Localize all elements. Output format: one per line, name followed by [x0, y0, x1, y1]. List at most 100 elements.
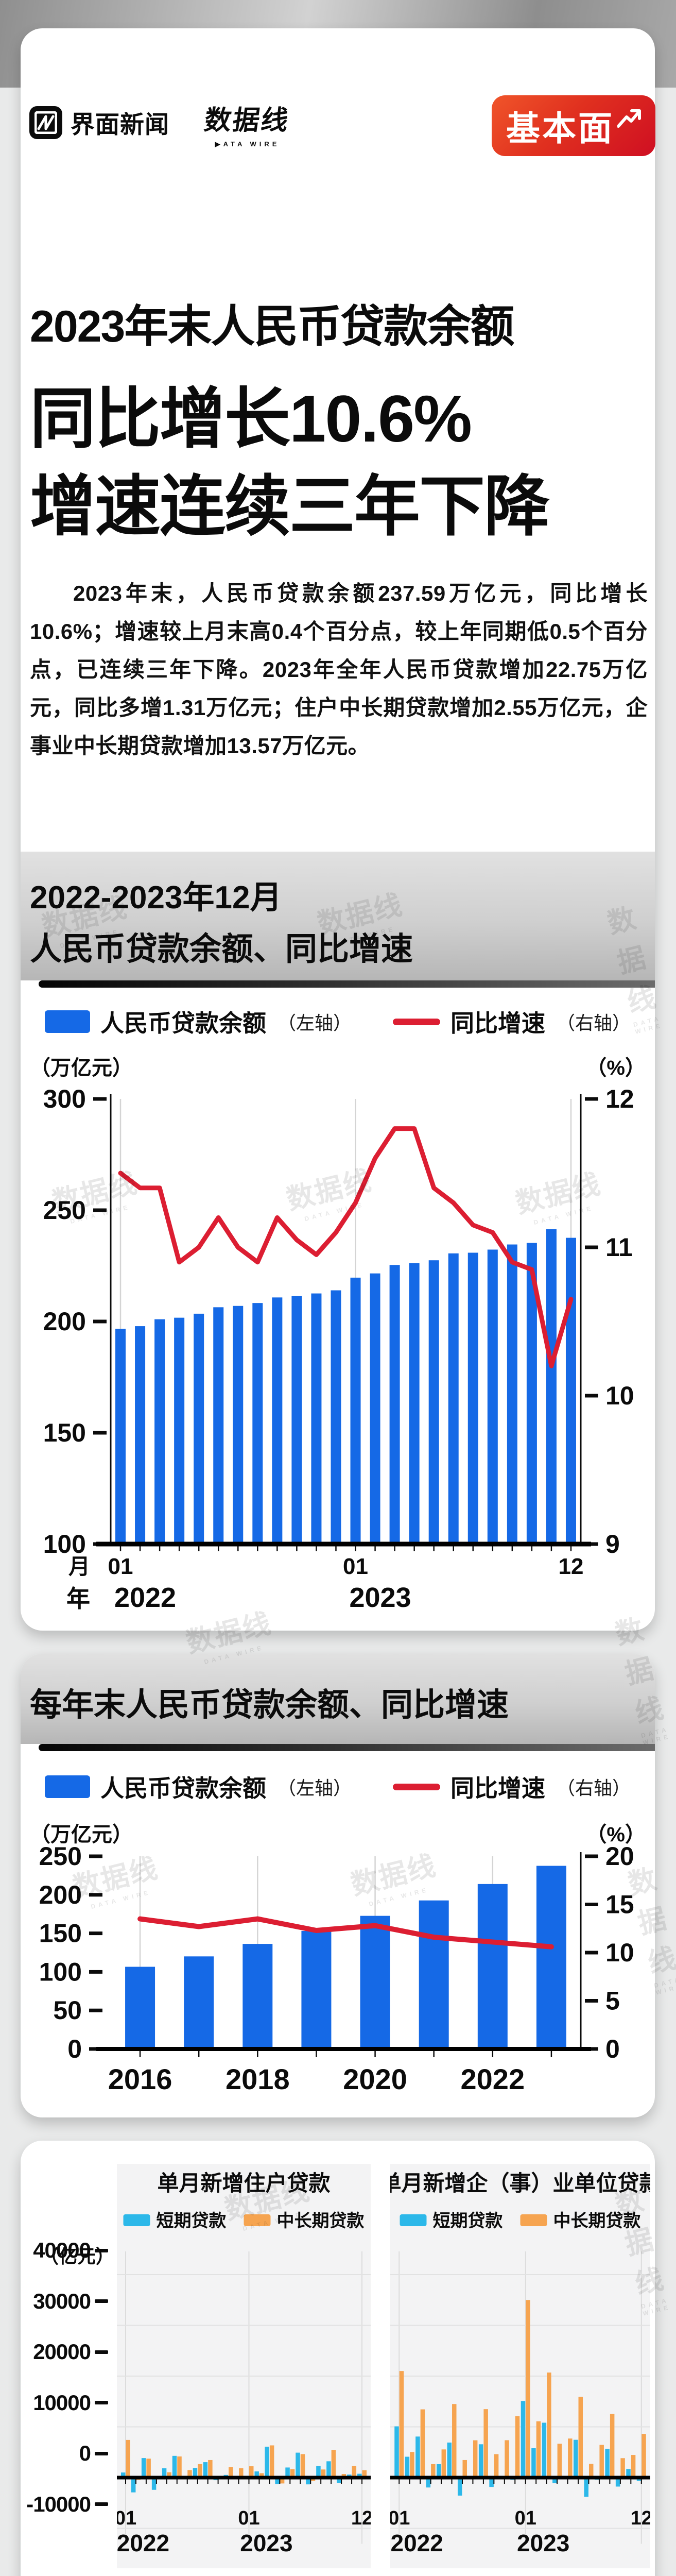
balance-bar	[331, 1290, 341, 1544]
balance-bar	[301, 1930, 332, 2049]
legend-swatch-bar	[44, 1775, 90, 1798]
short-term-bar	[415, 2436, 420, 2478]
svg-text:年: 年	[66, 1585, 90, 1612]
medium-long-term-bar	[126, 2439, 130, 2478]
datawire-logo: 数据线 ▶ATA WIRE	[202, 98, 291, 148]
medium-long-term-bar	[249, 2466, 254, 2478]
card-main: 界面新闻 数据线 ▶ATA WIRE 基本面 2023年末人民币贷款余额 同比增…	[21, 28, 655, 1631]
legend-label: 人民币贷款余额	[100, 1775, 266, 1802]
balance-bar	[125, 1967, 155, 2049]
short-term-bar	[172, 2455, 177, 2478]
medium-long-term-bar	[239, 2468, 244, 2478]
svg-text:10: 10	[605, 1381, 634, 1410]
balance-bar	[409, 1263, 420, 1544]
svg-text:2023: 2023	[349, 1582, 411, 1613]
mini-legend: 短期贷款 中长期贷款	[123, 2211, 365, 2231]
section-header-yearly: 每年末人民币贷款余额、同比增速	[21, 1654, 655, 1744]
short-term-bar	[203, 2462, 208, 2478]
panel-corporate-loans: 单月新增企（事）业单位贷款 短期贷款 中长期贷款 01 01 12 2022 2023	[390, 2164, 650, 2568]
balance-bar	[291, 1296, 302, 1544]
logo-row: 界面新闻 数据线 ▶ATA WIRE 基本面	[21, 95, 655, 188]
short-term-bar	[357, 2473, 362, 2478]
right-axis-unit-2: （%）	[586, 1823, 646, 1846]
legend-label: 人民币贷款余额	[100, 1010, 266, 1037]
short-term-bar	[426, 2478, 431, 2488]
balance-bar	[360, 1916, 390, 2049]
balance-bar	[194, 1313, 204, 1544]
short-term-bar	[162, 2468, 167, 2478]
short-term-bar	[285, 2467, 290, 2478]
balance-bar	[419, 1900, 449, 2049]
balance-bar	[252, 1303, 263, 1544]
jiemian-news-logo-icon	[29, 106, 62, 139]
medium-long-term-bar	[259, 2473, 264, 2478]
intro-paragraph: 2023年末，人民币贷款余额237.59万亿元，同比增长10.6%；增速较上月末…	[30, 581, 648, 758]
mini-axis-tick: 0	[25, 2441, 108, 2466]
mini-axis-tick: -10000	[25, 2492, 108, 2517]
yearly-chart-units: （万亿元） （%）	[30, 1818, 646, 1848]
svg-text:200: 200	[43, 1307, 86, 1336]
balance-bar	[526, 1243, 537, 1544]
medium-long-term-bar	[300, 2454, 305, 2478]
svg-text:01: 01	[343, 1554, 368, 1579]
medium-long-term-bar	[441, 2449, 446, 2478]
legend-axis-hint: （右轴）	[557, 1012, 631, 1033]
growth-line	[118, 1126, 574, 1368]
balance-bar	[477, 1884, 508, 2049]
svg-text:250: 250	[39, 1844, 82, 1871]
balance-bar	[370, 1273, 380, 1544]
medium-long-term-bar	[187, 2470, 192, 2478]
medium-long-term-bar	[536, 2421, 541, 2478]
section-title-yearly: 每年末人民币贷款余额、同比增速	[30, 1687, 509, 1723]
card-new-loans: （亿元） 40000 30000 20000 10000 0 -10000 单月新增住户贷…	[21, 2141, 655, 2576]
svg-text:2023: 2023	[240, 2530, 292, 2556]
short-term-bar	[574, 2439, 578, 2478]
medium-long-term-bar	[420, 2409, 425, 2478]
short-term-bar	[457, 2478, 462, 2496]
svg-text:0: 0	[67, 2035, 82, 2063]
mini-axis-tick: 40000	[25, 2238, 108, 2263]
legend-swatch-bar	[44, 1010, 90, 1033]
svg-text:01: 01	[117, 2507, 136, 2529]
medium-long-term-bar	[321, 2469, 326, 2478]
yearly-chart-legend: 人民币贷款余额 （左轴） 同比增速 （右轴）	[21, 1770, 655, 1804]
svg-text:2022: 2022	[114, 1582, 176, 1613]
medium-long-term-bar	[410, 2452, 414, 2478]
legend-swatch-line	[393, 1783, 440, 1790]
medium-long-term-bar	[483, 2409, 488, 2478]
medium-long-term-bar	[494, 2454, 499, 2478]
short-term-bar	[394, 2426, 399, 2478]
medium-long-term-bar	[599, 2445, 604, 2478]
balance-bar	[487, 1249, 498, 1544]
svg-text:200: 200	[39, 1880, 82, 1909]
svg-text:150: 150	[43, 1418, 86, 1447]
balance-bar	[565, 1238, 576, 1544]
short-term-bar	[131, 2478, 136, 2493]
svg-text:2022: 2022	[117, 2530, 169, 2556]
medium-long-term-bar	[610, 2414, 615, 2478]
medium-long-term-bar	[269, 2445, 274, 2478]
short-term-bar	[615, 2478, 620, 2487]
svg-text:短期贷款: 短期贷款	[433, 2211, 503, 2231]
short-term-bar	[405, 2456, 410, 2478]
short-term-bar	[337, 2478, 341, 2483]
svg-text:9: 9	[605, 1530, 620, 1558]
section-title-monthly-line1: 2022-2023年12月	[30, 880, 282, 916]
jiemian-news-label: 界面新闻	[71, 111, 169, 138]
medium-long-term-bar	[462, 2460, 467, 2478]
svg-text:15: 15	[605, 1890, 634, 1919]
medium-long-term-bar	[352, 2466, 357, 2478]
medium-long-term-bar	[631, 2455, 636, 2478]
legend-label: 同比增速	[450, 1775, 545, 1802]
svg-text:2022: 2022	[461, 2063, 525, 2095]
svg-text:01: 01	[108, 1554, 133, 1579]
svg-text:2020: 2020	[343, 2063, 407, 2095]
trend-arrow-icon	[617, 109, 641, 128]
medium-long-term-bar	[620, 2458, 625, 2478]
section-divider-bar-2	[39, 1744, 655, 1751]
balance-bar	[546, 1229, 557, 1544]
svg-text:单月新增企（事）业单位贷款: 单月新增企（事）业单位贷款	[390, 2171, 650, 2195]
growth-line	[137, 1916, 554, 1950]
